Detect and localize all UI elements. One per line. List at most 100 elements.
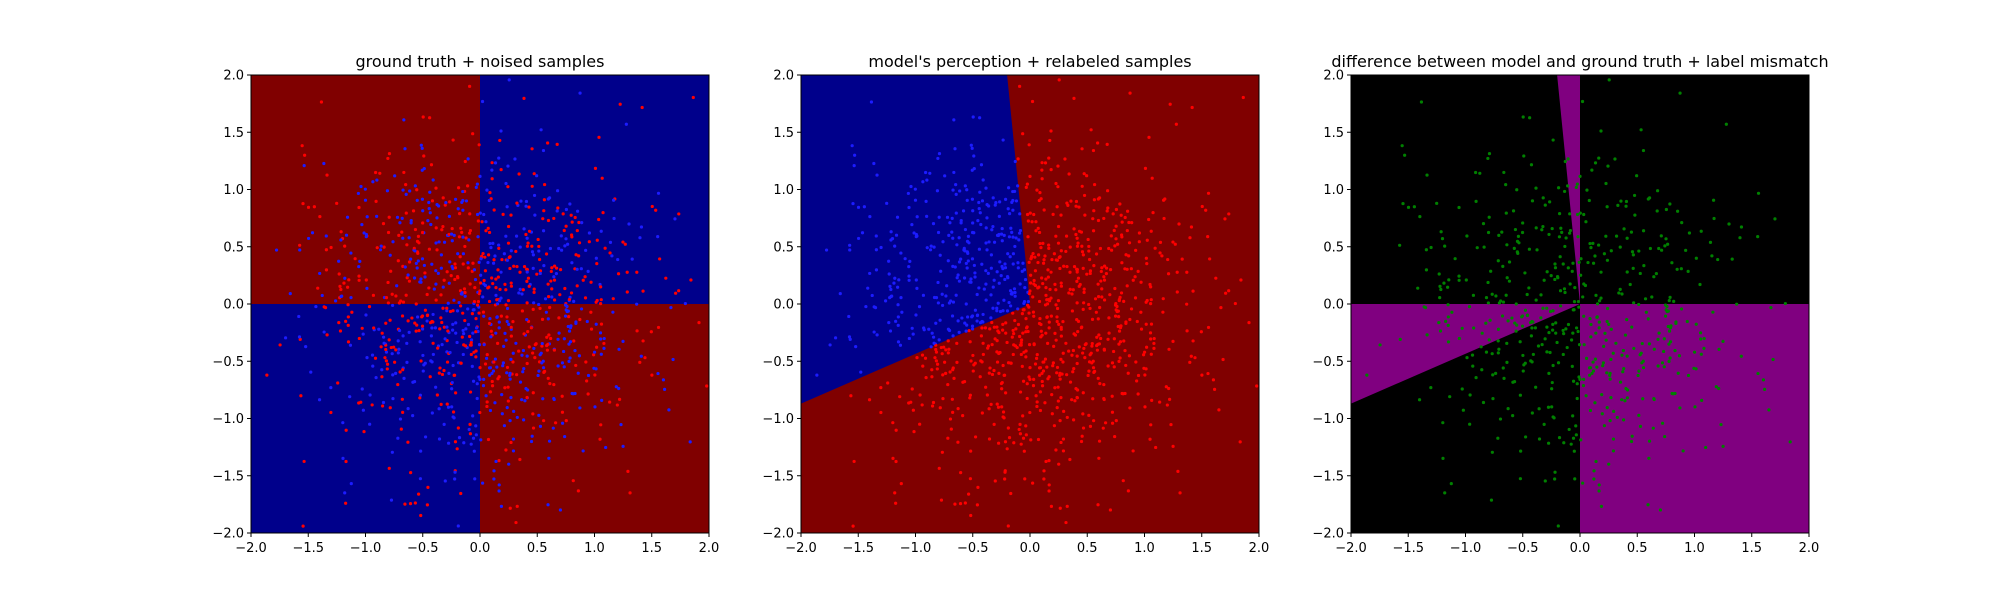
sample-point — [1211, 378, 1216, 382]
sample-point — [484, 394, 488, 398]
sample-point — [1137, 231, 1142, 235]
sample-point — [936, 301, 940, 305]
sample-point — [545, 335, 549, 339]
sample-point — [1056, 298, 1061, 303]
sample-point — [906, 191, 910, 196]
sample-point — [406, 273, 410, 277]
sample-point — [542, 198, 546, 202]
sample-point — [1147, 217, 1151, 222]
sample-point — [468, 212, 472, 216]
sample-point — [958, 502, 963, 506]
sample-point — [564, 207, 568, 212]
sample-point — [1113, 434, 1117, 439]
sample-point — [984, 282, 988, 286]
mismatch-point — [1527, 247, 1531, 251]
mismatch-point — [1699, 352, 1703, 356]
sample-point — [562, 228, 566, 233]
sample-point — [417, 241, 421, 245]
sample-point — [614, 385, 618, 389]
sample-point — [540, 361, 544, 365]
sample-point — [1025, 396, 1029, 401]
sample-point — [532, 301, 536, 305]
mismatch-point — [1551, 328, 1555, 332]
sample-point — [1017, 231, 1022, 235]
sample-point — [1043, 161, 1048, 165]
sample-point — [928, 248, 933, 252]
sample-point — [602, 341, 606, 346]
sample-point — [1167, 397, 1172, 401]
mismatch-point — [1593, 161, 1598, 165]
sample-point — [339, 230, 343, 234]
mismatch-point — [1564, 327, 1568, 331]
sample-point — [451, 138, 455, 142]
mismatch-point — [1570, 269, 1574, 273]
sample-point — [929, 345, 933, 349]
sample-point — [960, 316, 964, 320]
sample-point — [265, 373, 269, 377]
sample-point — [1110, 421, 1115, 425]
sample-point — [455, 309, 460, 313]
mismatch-point — [1471, 364, 1475, 368]
mismatch-point — [1635, 174, 1639, 178]
sample-point — [853, 153, 857, 157]
sample-point — [446, 301, 450, 305]
sample-point — [1160, 254, 1164, 258]
mismatch-point — [1497, 233, 1501, 237]
mismatch-point — [1539, 293, 1543, 297]
mismatch-point — [1637, 302, 1641, 307]
mismatch-point — [1530, 326, 1534, 330]
sample-point — [464, 236, 468, 240]
sample-point — [1023, 277, 1028, 282]
sample-point — [896, 285, 900, 289]
sample-point — [1125, 284, 1129, 288]
sample-point — [1030, 254, 1034, 258]
sample-point — [390, 303, 395, 308]
mismatch-point — [1553, 477, 1557, 481]
sample-point — [1026, 219, 1030, 223]
sample-point — [1003, 266, 1008, 270]
sample-point — [536, 373, 540, 378]
mismatch-point — [1615, 415, 1619, 420]
sample-point — [1054, 448, 1058, 452]
mismatch-point — [1660, 421, 1665, 425]
mismatch-point — [1480, 368, 1484, 372]
mismatch-point — [1571, 308, 1575, 312]
sample-point — [994, 201, 998, 205]
sample-point — [1075, 301, 1079, 305]
mismatch-point — [1566, 266, 1570, 270]
sample-point — [1047, 483, 1051, 487]
mismatch-point — [1521, 221, 1525, 225]
sample-point — [1018, 84, 1022, 88]
sample-point — [568, 356, 572, 360]
mismatch-point — [1513, 321, 1517, 325]
y-tick-label: 1.0 — [223, 183, 244, 198]
sample-point — [531, 391, 535, 395]
sample-point — [421, 209, 425, 213]
sample-point — [1239, 278, 1243, 282]
sample-point — [674, 291, 678, 295]
sample-point — [468, 334, 472, 339]
sample-point — [1072, 96, 1076, 101]
sample-point — [524, 204, 528, 208]
sample-point — [1003, 470, 1007, 474]
sample-point — [434, 385, 438, 389]
sample-point — [478, 211, 482, 215]
sample-point — [406, 319, 410, 323]
mismatch-point — [1756, 234, 1760, 239]
sample-point — [468, 343, 472, 347]
sample-point — [850, 144, 854, 148]
sample-point — [426, 219, 430, 223]
sample-point — [973, 275, 977, 279]
sample-point — [939, 345, 943, 350]
sample-point — [415, 188, 419, 192]
sample-point — [1115, 309, 1119, 314]
sample-point — [1025, 212, 1030, 217]
sample-point — [1006, 524, 1010, 528]
sample-point — [474, 433, 478, 437]
mismatch-point — [1535, 248, 1539, 252]
sample-point — [1058, 377, 1062, 381]
mismatch-point — [1656, 337, 1660, 341]
sample-point — [697, 321, 701, 325]
mismatch-point — [1571, 261, 1575, 265]
sample-point — [1003, 262, 1007, 266]
